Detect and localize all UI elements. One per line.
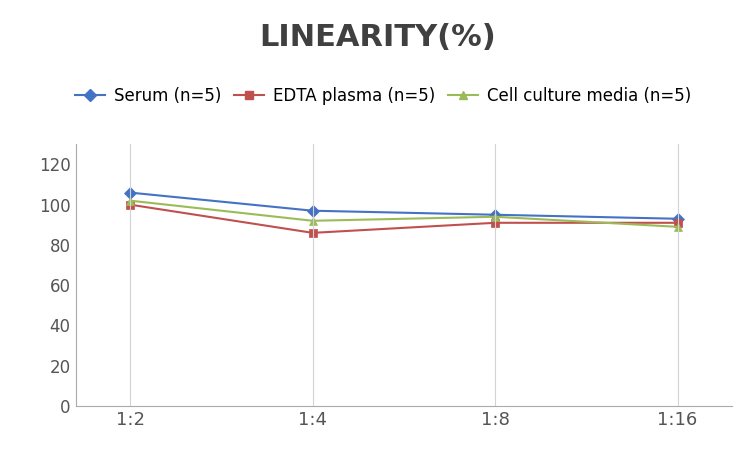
Text: LINEARITY(%): LINEARITY(%) (259, 23, 496, 51)
Legend: Serum (n=5), EDTA plasma (n=5), Cell culture media (n=5): Serum (n=5), EDTA plasma (n=5), Cell cul… (69, 80, 698, 112)
